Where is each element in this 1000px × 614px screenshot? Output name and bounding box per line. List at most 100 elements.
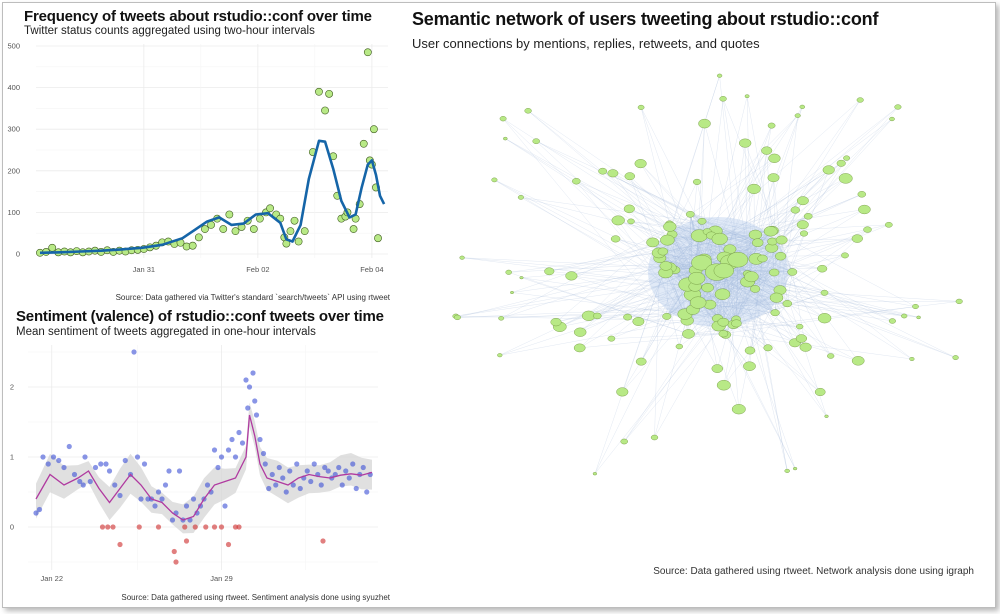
- network-node: [717, 317, 730, 327]
- network-edge: [736, 323, 769, 348]
- sentiment-point: [229, 436, 235, 443]
- sentiment-point: [325, 468, 331, 474]
- sentiment-point: [364, 489, 370, 495]
- network-edge: [754, 288, 788, 471]
- network-node: [824, 414, 829, 418]
- network-edge: [687, 297, 777, 321]
- network-edge: [505, 138, 776, 313]
- network-edge: [771, 247, 827, 417]
- network-edge: [749, 258, 763, 351]
- network-node: [607, 169, 619, 178]
- network-subtitle: User connections by mentions, replies, r…: [412, 36, 760, 51]
- network-node: [863, 226, 872, 233]
- network-edge: [669, 242, 758, 268]
- data-point: [48, 243, 57, 252]
- network-edge: [521, 277, 689, 335]
- network-edge: [536, 141, 720, 240]
- frequency-subtitle: Twitter status counts aggregated using t…: [24, 25, 315, 37]
- sentiment-point: [318, 482, 324, 488]
- network-edge: [695, 286, 919, 318]
- network-edge: [751, 276, 825, 293]
- network-edge: [733, 292, 825, 325]
- network-node: [795, 334, 808, 343]
- network-node: [858, 204, 871, 215]
- network-node: [663, 221, 677, 232]
- network-edge: [780, 224, 803, 257]
- network-edge: [774, 255, 846, 273]
- sentiment-point: [134, 454, 141, 460]
- network-node: [799, 104, 805, 109]
- negative-point: [136, 524, 142, 530]
- sentiment-point: [61, 464, 67, 471]
- network-node: [550, 318, 562, 327]
- network-edge: [640, 107, 673, 235]
- network-edge: [690, 214, 708, 288]
- data-point: [315, 87, 323, 96]
- sentiment-point: [336, 464, 342, 471]
- network-node: [822, 165, 835, 175]
- y-tick-label: 1: [10, 453, 14, 462]
- network-edge: [659, 247, 772, 259]
- network-edge: [462, 257, 697, 279]
- sentiment-point: [245, 405, 251, 411]
- network-edge: [501, 226, 670, 319]
- network-edge: [654, 258, 660, 438]
- network-edge: [751, 276, 831, 357]
- network-node: [750, 285, 761, 293]
- sentiment-point: [304, 468, 310, 474]
- network-node: [752, 238, 764, 247]
- sentiment-point: [308, 478, 314, 485]
- network-edge: [665, 272, 748, 282]
- network-edge: [571, 275, 724, 323]
- sentiment-point: [40, 454, 46, 460]
- network-node: [623, 204, 635, 214]
- network-node: [793, 467, 798, 471]
- sentiment-point: [246, 384, 253, 390]
- network-node: [799, 342, 812, 352]
- network-node: [820, 289, 829, 296]
- sentiment-point: [36, 506, 43, 513]
- network-node: [593, 312, 602, 320]
- network-edge: [662, 251, 821, 393]
- network-edge: [687, 256, 781, 321]
- network-edge: [722, 271, 793, 295]
- sentiment-point: [280, 475, 286, 481]
- network-edge: [675, 234, 756, 271]
- network-edge: [718, 256, 781, 327]
- sentiment-chart: 0 1 2 Jan 22 Jan 29: [10, 345, 378, 583]
- x-tick-label: Feb 02: [246, 265, 269, 274]
- network-edge: [588, 315, 719, 327]
- negative-point: [171, 548, 177, 555]
- network-node: [660, 234, 675, 246]
- network-edge: [665, 115, 798, 273]
- negative-point: [225, 541, 232, 548]
- network-node: [607, 335, 616, 342]
- network-node: [524, 108, 532, 114]
- network-node: [634, 159, 647, 169]
- network-edge: [576, 181, 720, 240]
- network-node: [675, 343, 683, 350]
- data-point: [374, 234, 382, 243]
- network-edge: [652, 209, 865, 243]
- network-node: [775, 235, 788, 245]
- network-node: [620, 438, 628, 445]
- network-node: [573, 343, 586, 353]
- network-edge: [687, 284, 802, 339]
- network-node: [912, 304, 919, 310]
- network-edge: [707, 287, 734, 325]
- sentiment-point: [82, 454, 88, 460]
- sentiment-point: [322, 464, 328, 471]
- network-node: [503, 136, 508, 141]
- network-edge: [718, 106, 803, 327]
- network-node: [794, 113, 801, 118]
- network-edge: [692, 309, 737, 320]
- network-node: [731, 404, 746, 415]
- data-point: [219, 225, 228, 233]
- data-point: [325, 89, 334, 98]
- network-node: [685, 210, 695, 218]
- network-node: [453, 314, 461, 321]
- network-node: [698, 118, 711, 129]
- network-edge: [701, 150, 767, 263]
- network-node: [796, 220, 809, 230]
- network-node: [731, 319, 742, 328]
